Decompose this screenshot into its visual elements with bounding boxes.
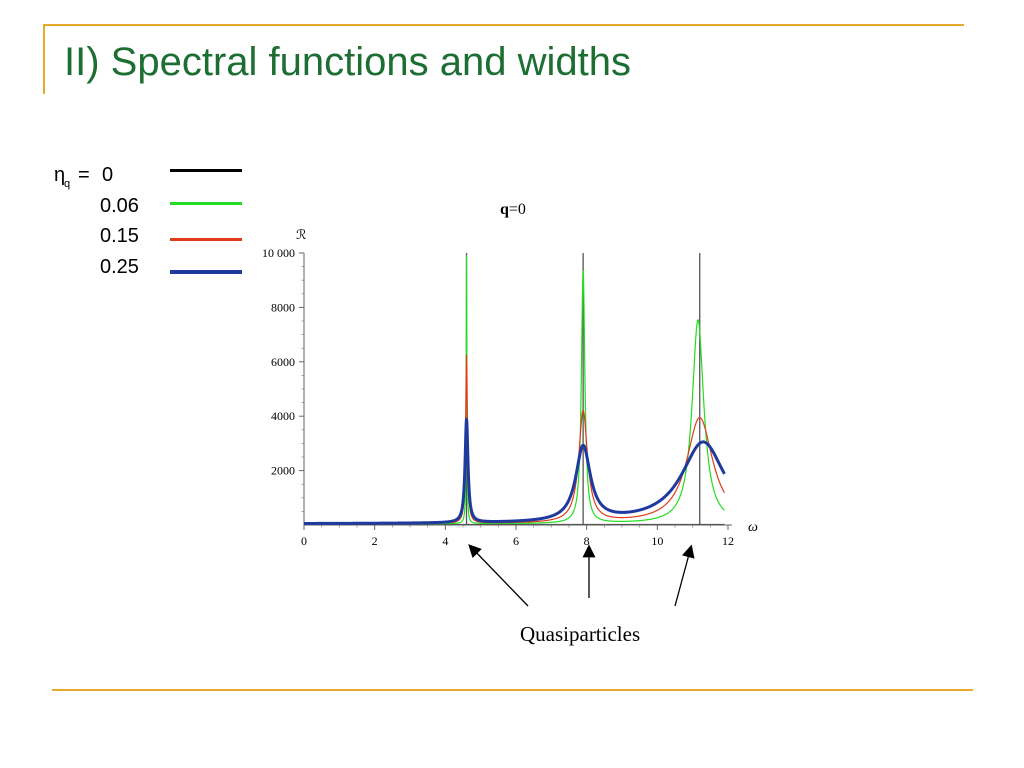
- chart-title-rest: =0: [509, 201, 526, 218]
- x-tick-label-2: 4: [442, 534, 448, 548]
- legend: η q = 0 0.06 0.15 0.25: [50, 160, 260, 280]
- y-tick-label-4: 10 000: [262, 246, 295, 260]
- caption-quasiparticles: Quasiparticles: [520, 622, 641, 646]
- top-rule: [43, 24, 964, 26]
- y-tick-label-2: 6000: [271, 355, 295, 369]
- legend-value-1: 0.06: [100, 195, 139, 217]
- x-tick-label-1: 2: [372, 534, 378, 548]
- legend-value-3: 0.25: [100, 256, 139, 278]
- legend-line-2: [170, 238, 242, 241]
- arrow-peak-3: [674, 544, 695, 607]
- y-tick-label-3: 8000: [271, 300, 295, 314]
- y-tick-label-0: 2000: [271, 464, 295, 478]
- legend-eta-subscript: q: [64, 178, 71, 190]
- chart-title: q=0: [500, 201, 526, 218]
- y-axis-label: ℛ: [296, 227, 306, 242]
- series-3-line: [302, 417, 726, 525]
- left-rule: [43, 24, 45, 94]
- legend-value-2: 0.15: [100, 225, 139, 247]
- legend-equals: =: [78, 164, 90, 186]
- x-tick-label-0: 0: [301, 534, 307, 548]
- arrow-peak-1: [468, 544, 529, 607]
- chart-title-q: q: [500, 201, 509, 218]
- x-axis-label: ω: [748, 520, 758, 535]
- x-tick-label-5: 10: [651, 534, 663, 548]
- legend-line-3: [170, 270, 242, 274]
- x-tick-label-3: 6: [513, 534, 519, 548]
- legend-line-1: [170, 202, 242, 205]
- slide-title: II) Spectral functions and widths: [64, 40, 631, 84]
- x-tick-label-4: 8: [584, 534, 590, 548]
- y-tick-label-1: 4000: [271, 409, 295, 423]
- x-tick-label-6: 12: [722, 534, 734, 548]
- bottom-rule: [52, 689, 973, 691]
- legend-line-0: [170, 169, 242, 172]
- legend-eta-symbol: η: [54, 164, 66, 186]
- legend-value-0: 0: [102, 164, 114, 186]
- spectral-chart: q=0 ℛω 0 2 4 6 8 10 12 2000 4000 6000 8000 10 000: [262, 201, 758, 548]
